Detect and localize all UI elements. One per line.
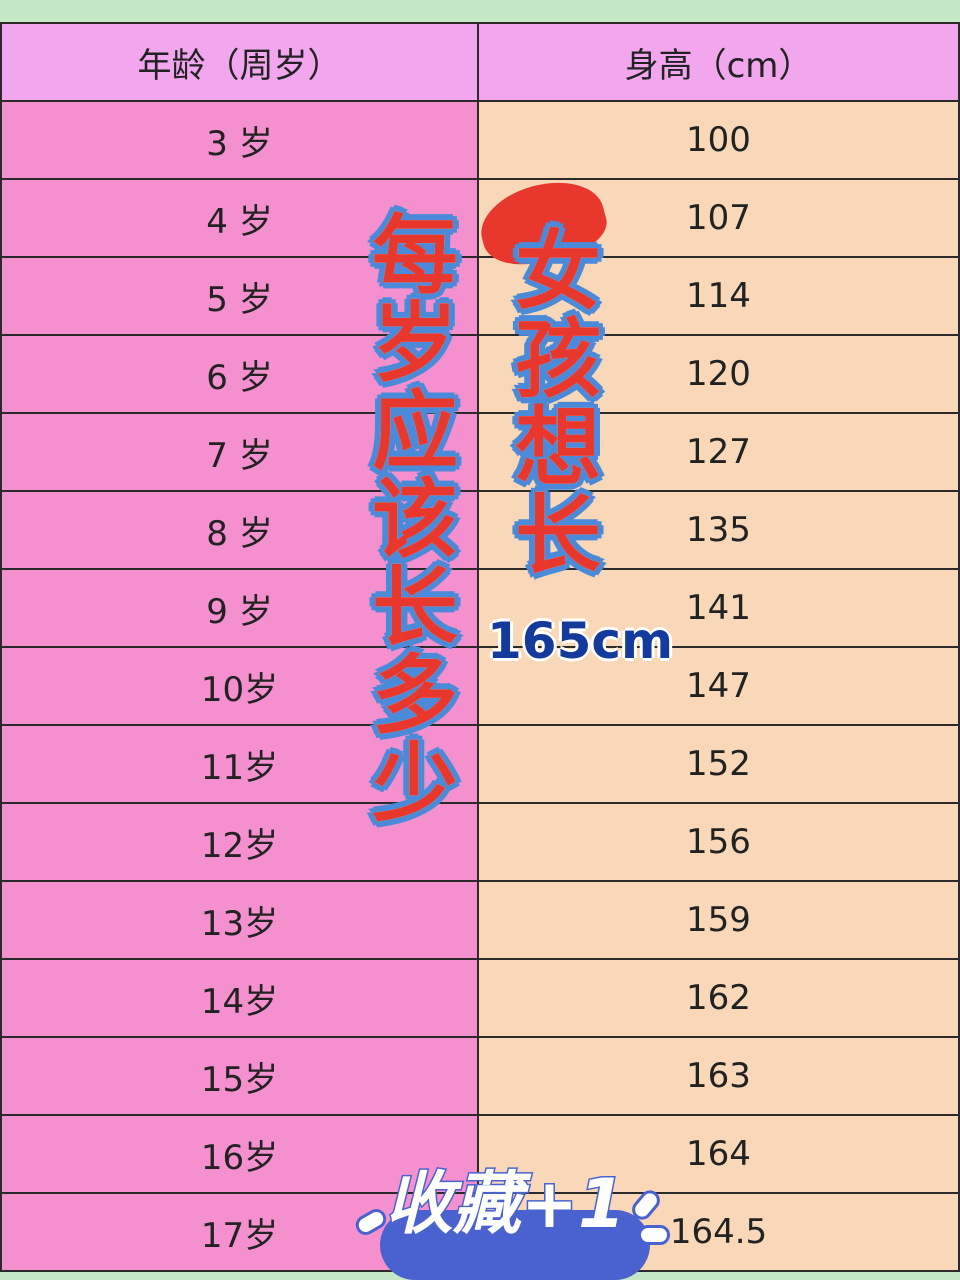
table-row: 5 岁 114 [0, 256, 960, 336]
age-cell: 4 岁 [0, 178, 479, 258]
age-cell: 16岁 [0, 1114, 479, 1194]
table-row: 10岁 147 [0, 646, 960, 726]
age-cell: 7 岁 [0, 412, 479, 492]
title-char: 长 [371, 557, 460, 658]
favorite-text: 收藏+1 [383, 1164, 626, 1246]
title-char: 多 [371, 645, 460, 746]
age-cell: 15岁 [0, 1036, 479, 1116]
table-row: 9 岁 141 [0, 568, 960, 648]
height-cell: 100 [477, 100, 960, 180]
age-cell: 13岁 [0, 880, 479, 960]
table-row: 15岁 163 [0, 1036, 960, 1116]
height-cell: 141 [477, 568, 960, 648]
age-cell: 12岁 [0, 802, 479, 882]
table-row: 3 岁 100 [0, 100, 960, 180]
title-char: 孩 [514, 309, 603, 410]
table-row: 6 岁 120 [0, 334, 960, 414]
title-vertical-left: 每岁应该长多少 [371, 205, 460, 834]
title-char: 想 [514, 397, 603, 498]
header-height: 身高（cm） [477, 22, 960, 102]
age-cell: 3 岁 [0, 100, 479, 180]
height-cell: 156 [477, 802, 960, 882]
header-age: 年龄（周岁） [0, 22, 479, 102]
height-cell: 159 [477, 880, 960, 960]
favorite-badge: 收藏+1 [352, 1140, 680, 1280]
table-row: 7 岁 127 [0, 412, 960, 492]
age-cell: 9 岁 [0, 568, 479, 648]
target-height-label: 165cm [487, 612, 674, 670]
table-row: 12岁 156 [0, 802, 960, 882]
height-cell: 120 [477, 334, 960, 414]
table-row: 4 岁 107 [0, 178, 960, 258]
badge-background [380, 1210, 650, 1280]
title-char: 每 [371, 205, 460, 306]
sparkle-decoration [638, 1225, 670, 1245]
height-cell: 162 [477, 958, 960, 1038]
title-vertical-right: 女孩想长 [514, 221, 603, 586]
height-cell: 127 [477, 412, 960, 492]
age-cell: 14岁 [0, 958, 479, 1038]
height-cell: 147 [477, 646, 960, 726]
age-cell: 17岁 [0, 1192, 479, 1272]
table-row: 13岁 159 [0, 880, 960, 960]
age-cell: 6 岁 [0, 334, 479, 414]
table-row: 16岁 164 [0, 1114, 960, 1194]
height-cell: 152 [477, 724, 960, 804]
title-char: 该 [371, 469, 460, 570]
height-table: 年龄（周岁） 身高（cm） 3 岁 100 4 岁 107 5 岁 114 6 岁 120 7 … [0, 22, 960, 1272]
age-cell: 10岁 [0, 646, 479, 726]
table-row: 8 岁 135 [0, 490, 960, 570]
title-char: 长 [514, 485, 603, 586]
title-char: 应 [371, 381, 460, 482]
age-cell: 11岁 [0, 724, 479, 804]
title-char: 少 [371, 733, 460, 834]
height-cell: 164 [477, 1114, 960, 1194]
age-cell: 5 岁 [0, 256, 479, 336]
table-row: 11岁 152 [0, 724, 960, 804]
height-cell: 163 [477, 1036, 960, 1116]
title-char: 女 [514, 221, 603, 322]
height-cell: 114 [477, 256, 960, 336]
age-cell: 8 岁 [0, 490, 479, 570]
title-char: 岁 [371, 293, 460, 394]
table-row: 14岁 162 [0, 958, 960, 1038]
height-cell: 135 [477, 490, 960, 570]
